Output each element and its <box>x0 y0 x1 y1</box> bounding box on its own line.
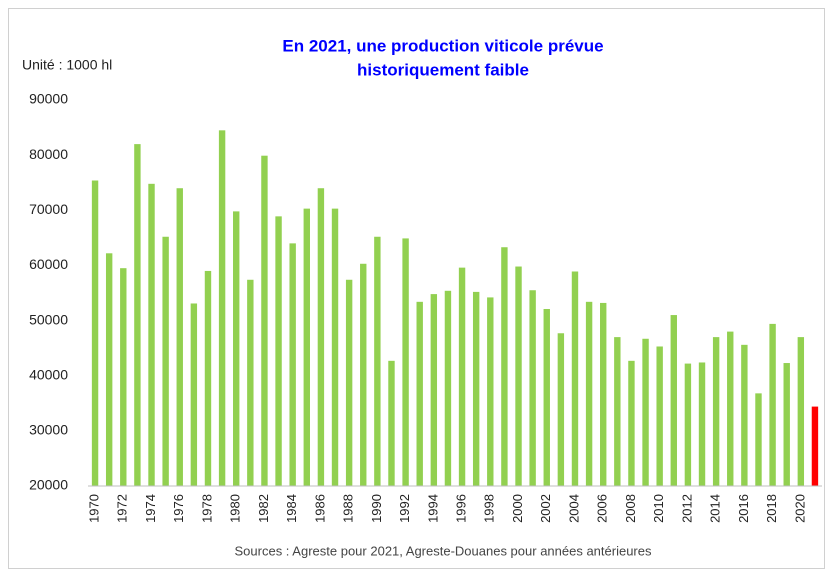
bar <box>487 297 494 486</box>
x-tick-label: 1988 <box>341 494 356 523</box>
bar <box>148 183 155 486</box>
bar <box>670 315 677 486</box>
x-tick-label: 1980 <box>228 494 243 523</box>
bar <box>303 208 310 487</box>
x-tick-label: 1998 <box>482 494 497 523</box>
bar <box>543 308 550 486</box>
bar <box>571 271 579 486</box>
bar <box>430 294 438 486</box>
x-tick-label: 1990 <box>369 494 384 523</box>
x-tick-label: 1992 <box>397 494 412 523</box>
bar <box>585 301 593 486</box>
y-tick-label: 70000 <box>29 201 68 217</box>
x-tick-label: 2010 <box>651 494 666 523</box>
bar <box>345 279 353 486</box>
bar <box>331 208 339 487</box>
bar <box>105 253 113 486</box>
x-tick-label: 2018 <box>764 494 779 523</box>
y-tick-label: 60000 <box>29 256 68 272</box>
bar <box>134 144 141 486</box>
x-tick-label: 1984 <box>284 494 299 523</box>
bar <box>501 247 508 486</box>
bar <box>712 337 720 486</box>
bar <box>275 216 282 486</box>
bar <box>557 333 565 486</box>
x-tick-label: 2002 <box>538 494 553 523</box>
x-tick-label: 2004 <box>566 494 581 523</box>
x-tick-label: 1974 <box>143 494 158 523</box>
y-tick-label: 20000 <box>29 477 68 493</box>
x-tick-label: 2012 <box>679 494 694 523</box>
x-tick-label: 1970 <box>86 494 101 523</box>
bar <box>727 331 734 486</box>
y-tick-label: 40000 <box>29 366 68 382</box>
bar <box>176 188 183 486</box>
y-tick-label: 80000 <box>29 146 68 162</box>
bar <box>741 344 748 486</box>
x-tick-label: 1986 <box>312 494 327 523</box>
unit-label: Unité : 1000 hl <box>22 57 112 73</box>
y-tick-label: 90000 <box>29 91 68 107</box>
bar <box>261 155 268 487</box>
bar <box>472 291 480 486</box>
x-tick-label: 2020 <box>792 494 807 523</box>
bar <box>684 363 692 486</box>
bar <box>797 337 805 486</box>
bar <box>120 268 127 486</box>
bar <box>218 130 226 487</box>
bar <box>811 406 819 486</box>
bar <box>402 238 409 486</box>
source-note: Sources : Agreste pour 2021, Agreste-Dou… <box>235 543 652 558</box>
x-tick-label: 2014 <box>708 494 723 523</box>
x-tick-label: 1996 <box>453 494 468 523</box>
y-tick-label: 50000 <box>29 311 68 327</box>
chart-title: En 2021, une production viticole prévue <box>282 36 603 55</box>
x-tick-label: 1978 <box>199 494 214 523</box>
y-tick-label: 30000 <box>29 422 68 438</box>
bar <box>360 263 367 486</box>
x-tick-label: 1982 <box>256 494 271 523</box>
bar <box>769 323 776 486</box>
bar <box>444 290 452 486</box>
bar <box>755 393 762 486</box>
bar <box>600 302 607 486</box>
x-tick-label: 1972 <box>115 494 130 523</box>
bar <box>642 338 649 486</box>
bar <box>656 346 663 486</box>
bar <box>374 236 381 486</box>
bar <box>247 279 254 486</box>
bar <box>289 243 296 486</box>
bar <box>204 270 212 486</box>
bar <box>458 267 466 486</box>
bar <box>91 180 99 486</box>
bar <box>783 363 790 486</box>
bar <box>515 266 522 486</box>
bar <box>317 188 325 486</box>
x-tick-label: 1976 <box>171 494 186 523</box>
bar <box>529 290 536 486</box>
chart-title: historiquement faible <box>357 60 529 79</box>
bar <box>388 360 395 486</box>
bar <box>233 211 240 487</box>
bar <box>698 362 706 486</box>
x-tick-label: 2008 <box>623 494 638 523</box>
bar <box>416 301 423 486</box>
bar <box>190 303 198 486</box>
x-tick-label: 2000 <box>510 494 525 523</box>
bar <box>162 236 169 486</box>
x-tick-label: 2006 <box>595 494 610 523</box>
bar <box>628 360 635 486</box>
bar <box>614 337 621 486</box>
x-tick-label: 2016 <box>736 494 751 523</box>
x-tick-label: 1994 <box>425 494 440 523</box>
